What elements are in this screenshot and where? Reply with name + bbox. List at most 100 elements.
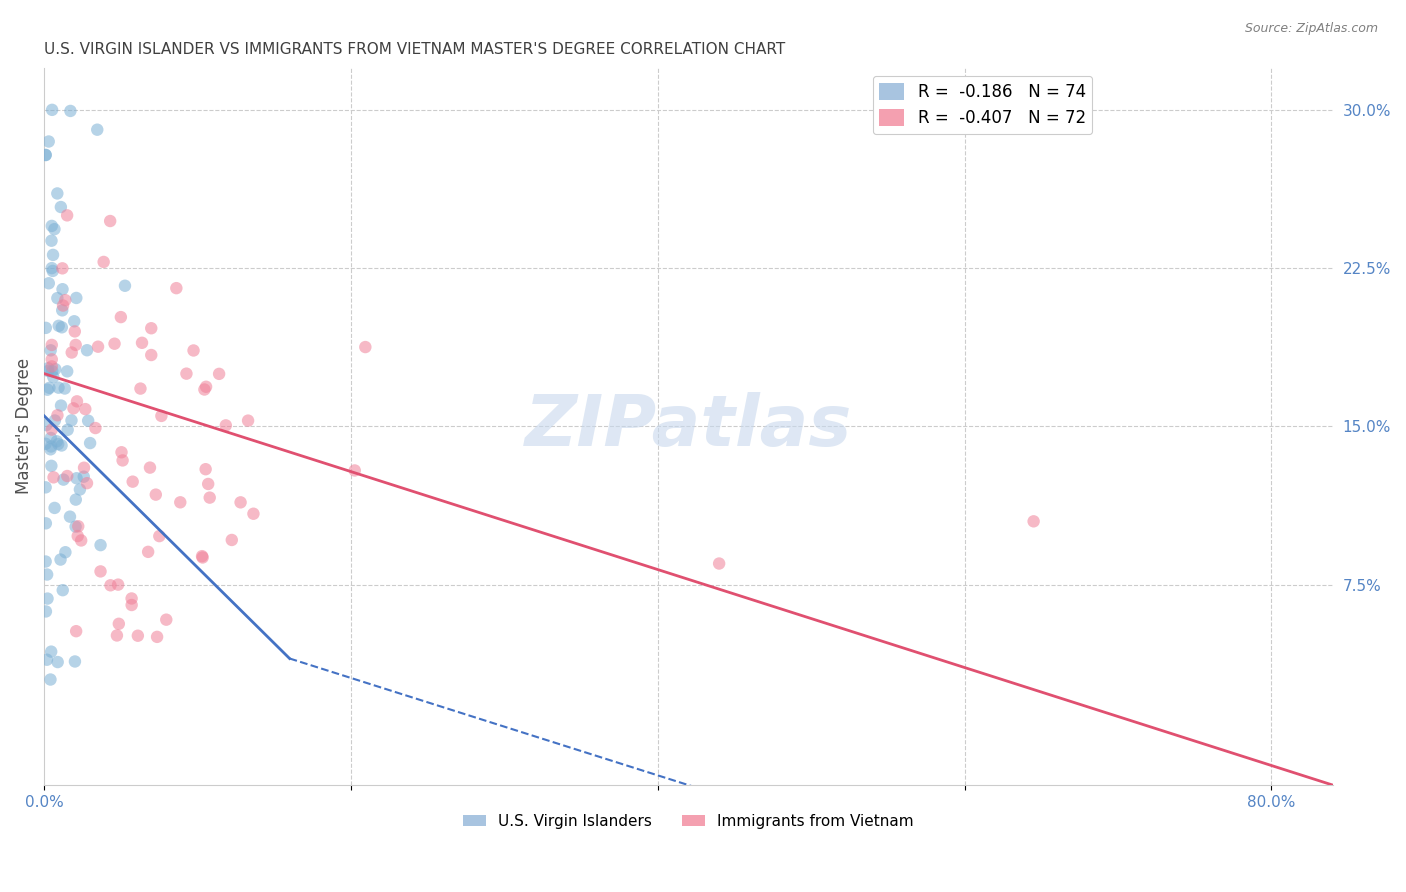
Text: Source: ZipAtlas.com: Source: ZipAtlas.com <box>1244 22 1378 36</box>
Point <box>59 103 82 118</box>
Point <box>35 418 58 433</box>
Point <box>41 423 63 437</box>
Point <box>39 440 62 454</box>
Point <box>56 469 79 483</box>
Point <box>60 345 83 359</box>
Point <box>191 549 214 563</box>
Point <box>49 552 72 566</box>
Point <box>38 135 60 149</box>
Point <box>75 402 97 417</box>
Point <box>45 434 67 449</box>
Point <box>121 591 143 606</box>
Point <box>114 278 136 293</box>
Point <box>141 348 163 362</box>
Point <box>56 364 79 378</box>
Point <box>193 383 215 397</box>
Point <box>73 469 96 483</box>
Point <box>136 545 159 559</box>
Point <box>46 291 69 305</box>
Point <box>41 234 63 248</box>
Point <box>236 414 259 428</box>
Point <box>63 325 86 339</box>
Point <box>42 470 65 484</box>
Point <box>56 423 79 437</box>
Point <box>93 255 115 269</box>
Point <box>39 431 62 445</box>
Point <box>221 533 243 547</box>
Point <box>42 248 65 262</box>
Point <box>108 616 131 631</box>
Point <box>79 436 101 450</box>
Point <box>37 383 59 397</box>
Point <box>105 628 128 642</box>
Point <box>52 583 75 598</box>
Point <box>35 516 58 531</box>
Point <box>41 219 63 233</box>
Point <box>53 293 76 307</box>
Point <box>35 653 58 667</box>
Point <box>48 381 70 395</box>
Point <box>51 320 73 334</box>
Point <box>44 413 66 427</box>
Text: U.S. VIRGIN ISLANDER VS IMMIGRANTS FROM VIETNAM MASTER'S DEGREE CORRELATION CHAR: U.S. VIRGIN ISLANDER VS IMMIGRANTS FROM … <box>44 42 786 57</box>
Point <box>66 394 89 409</box>
Point <box>69 483 91 497</box>
Point <box>150 409 173 423</box>
Point <box>84 421 107 435</box>
Point <box>41 352 63 367</box>
Point <box>38 277 60 291</box>
Point <box>63 314 86 328</box>
Point <box>52 299 75 313</box>
Point <box>110 445 132 459</box>
Point <box>51 303 73 318</box>
Point <box>51 438 73 452</box>
Point <box>52 473 75 487</box>
Point <box>59 509 82 524</box>
Point <box>76 476 98 491</box>
Point <box>90 538 112 552</box>
Point <box>121 598 143 612</box>
Point <box>37 361 59 376</box>
Point <box>65 519 87 533</box>
Point <box>65 291 87 305</box>
Point <box>183 343 205 358</box>
Point <box>46 655 69 669</box>
Point <box>215 418 238 433</box>
Point <box>191 550 214 565</box>
Point <box>155 613 177 627</box>
Point <box>89 565 111 579</box>
Point <box>35 604 58 618</box>
Point <box>44 222 66 236</box>
Point <box>70 533 93 548</box>
Point <box>41 338 63 352</box>
Point <box>195 380 218 394</box>
Point <box>77 414 100 428</box>
Y-axis label: Master's Degree: Master's Degree <box>15 359 32 494</box>
Point <box>46 186 69 201</box>
Point <box>139 460 162 475</box>
Point <box>41 364 63 378</box>
Point <box>39 442 62 457</box>
Point <box>176 367 198 381</box>
Point <box>343 463 366 477</box>
Point <box>86 122 108 136</box>
Point <box>66 529 89 543</box>
Point <box>197 477 219 491</box>
Point <box>39 673 62 687</box>
Point <box>707 557 730 571</box>
Point <box>41 264 63 278</box>
Point <box>73 460 96 475</box>
Point <box>65 624 87 639</box>
Point <box>145 488 167 502</box>
Point <box>39 645 62 659</box>
Point <box>49 200 72 214</box>
Point <box>35 321 58 335</box>
Point <box>65 338 87 352</box>
Point <box>165 281 187 295</box>
Point <box>208 367 231 381</box>
Point <box>198 491 221 505</box>
Point <box>127 629 149 643</box>
Point <box>39 343 62 358</box>
Point <box>107 577 129 591</box>
Point <box>46 437 69 451</box>
